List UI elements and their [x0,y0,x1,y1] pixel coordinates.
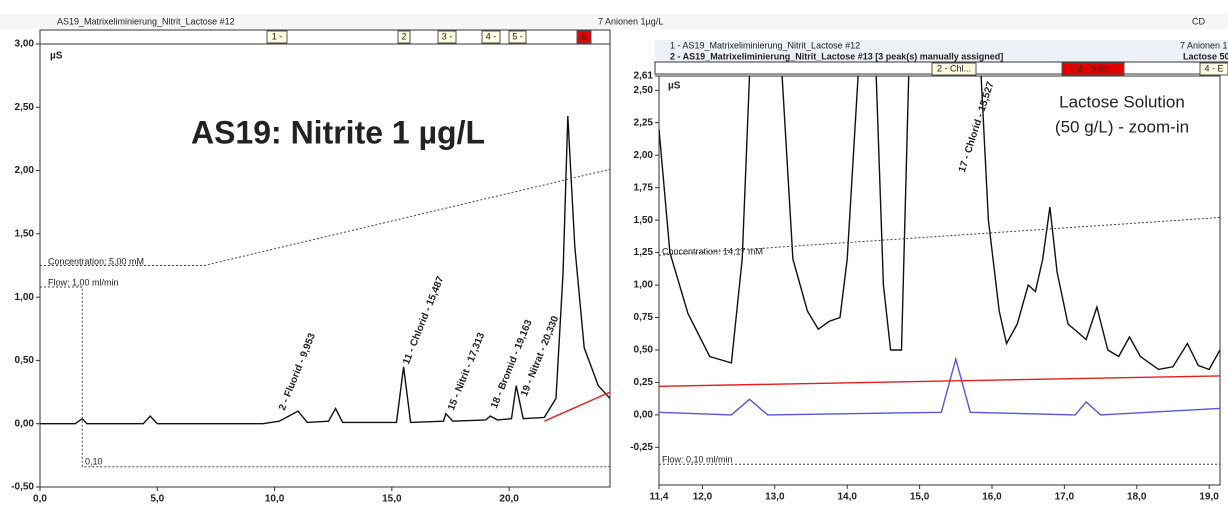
series-line [40,168,610,266]
y-tick-label: 2,00 [634,150,654,161]
annotation: Flow: 1,00 ml/min [48,277,119,287]
peak-box-label: 4 - E [1204,63,1223,73]
series-line [544,391,610,422]
y-tick-label: 0,75 [634,312,654,323]
peak-box [481,30,501,44]
x-tick-label: 14,0 [837,492,857,503]
header-text: 2 - AS19_Matrixeliminierung_Nitrit_Lacto… [670,51,1003,61]
chart-title: AS19: Nitrite 1 µg/L [191,114,485,150]
x-tick-label: 0,0 [33,494,47,505]
series-line [40,286,610,468]
x-tick-label: 17,0 [1055,492,1075,503]
x-tick-label: 12,0 [693,492,713,503]
y-tick-label: 1,75 [634,182,654,193]
peak-box [266,30,288,44]
y-tick-label: 1,25 [634,247,654,258]
y-tick-label: 2,25 [634,117,654,128]
y-tick-label: 2,50 [15,102,35,113]
peak-box [576,30,592,44]
y-tick-label: 1,50 [15,228,35,239]
y-tick-label: 1,50 [634,215,654,226]
annotation: Lactose Solution [1059,92,1185,111]
annotation: 0,10 [85,456,103,466]
annotation: (50 g/L) - zoom-in [1055,117,1189,136]
header-text: AS19_Matrixeliminierung_Nitrit_Lactose #… [57,16,235,26]
x-tick-label: 5,0 [150,494,164,505]
series-line [659,375,1220,387]
peak-box [437,30,457,44]
x-tick-label: 19,0 [1199,492,1219,503]
peak-box [1061,62,1125,76]
annotation: Concentration: 14,17 mM [662,246,763,256]
x-tick-label: 11,4 [650,492,669,503]
peak-box-label: 2 [401,31,406,41]
legend-header [655,40,1228,62]
x-tick-label: 13,0 [765,492,785,503]
y-axis-label: µS [668,81,681,92]
header-text: 7 Anionen 1µg/L [598,16,663,26]
peak-box-label: 3 - Nitrit [1077,63,1109,73]
title-bar [0,14,1228,29]
x-tick-label: 15,0 [382,494,402,505]
x-tick-label: 15,0 [910,492,930,503]
x-tick-label: 16,0 [982,492,1002,503]
y-tick-label: 0,50 [15,355,35,366]
x-tick-label: 18,0 [1127,492,1147,503]
y-tick-label: 2,00 [15,165,35,176]
y-tick-label: 2,50 [634,85,654,96]
peak-box-label: 5 - [512,31,523,41]
peak-box-label: 6 [581,31,586,41]
annotation: Concentration: 5,00 mM [48,256,144,266]
plot-frame [658,75,1221,486]
peak-box [397,30,411,44]
series-line [659,217,1220,256]
peak-box-label: 4 - [486,31,497,41]
header-text: Lactose 50 [1183,51,1228,61]
y-tick-label: 1,00 [15,292,35,303]
y-tick-label: 0,50 [634,345,654,356]
y-tick-label: 0,00 [634,410,654,421]
peak-box [931,62,977,76]
peak-box [508,30,527,44]
peak-box [1199,62,1228,76]
peak-box-label: 1 - [272,31,283,41]
y-tick-label: 0,25 [634,377,654,388]
annotation: Flow: 0,10 ml/min [662,454,733,464]
header-text: CD [1192,16,1205,26]
y-tick-label: 0,00 [15,418,35,429]
y-tick-label: 2,61 [634,71,654,82]
peak-box-label: 3 - [442,31,453,41]
y-axis-label: µS [50,51,63,62]
y-tick-label: 1,00 [634,280,654,291]
y-tick-label: 3,00 [15,39,35,50]
series-line [659,76,1220,371]
header-text: 1 - AS19_Matrixeliminierung_Nitrit_Lacto… [670,40,860,50]
x-tick-label: 10,0 [265,494,285,505]
series-line [659,356,1220,416]
peak-box-label: 2 - Chl... [937,63,971,73]
x-tick-label: 20,0 [499,494,519,505]
series-line [40,116,610,425]
y-tick-label: -0,50 [11,482,34,493]
y-tick-label: -0,25 [630,442,653,453]
header-text: 7 Anionen 1 [1180,40,1228,50]
